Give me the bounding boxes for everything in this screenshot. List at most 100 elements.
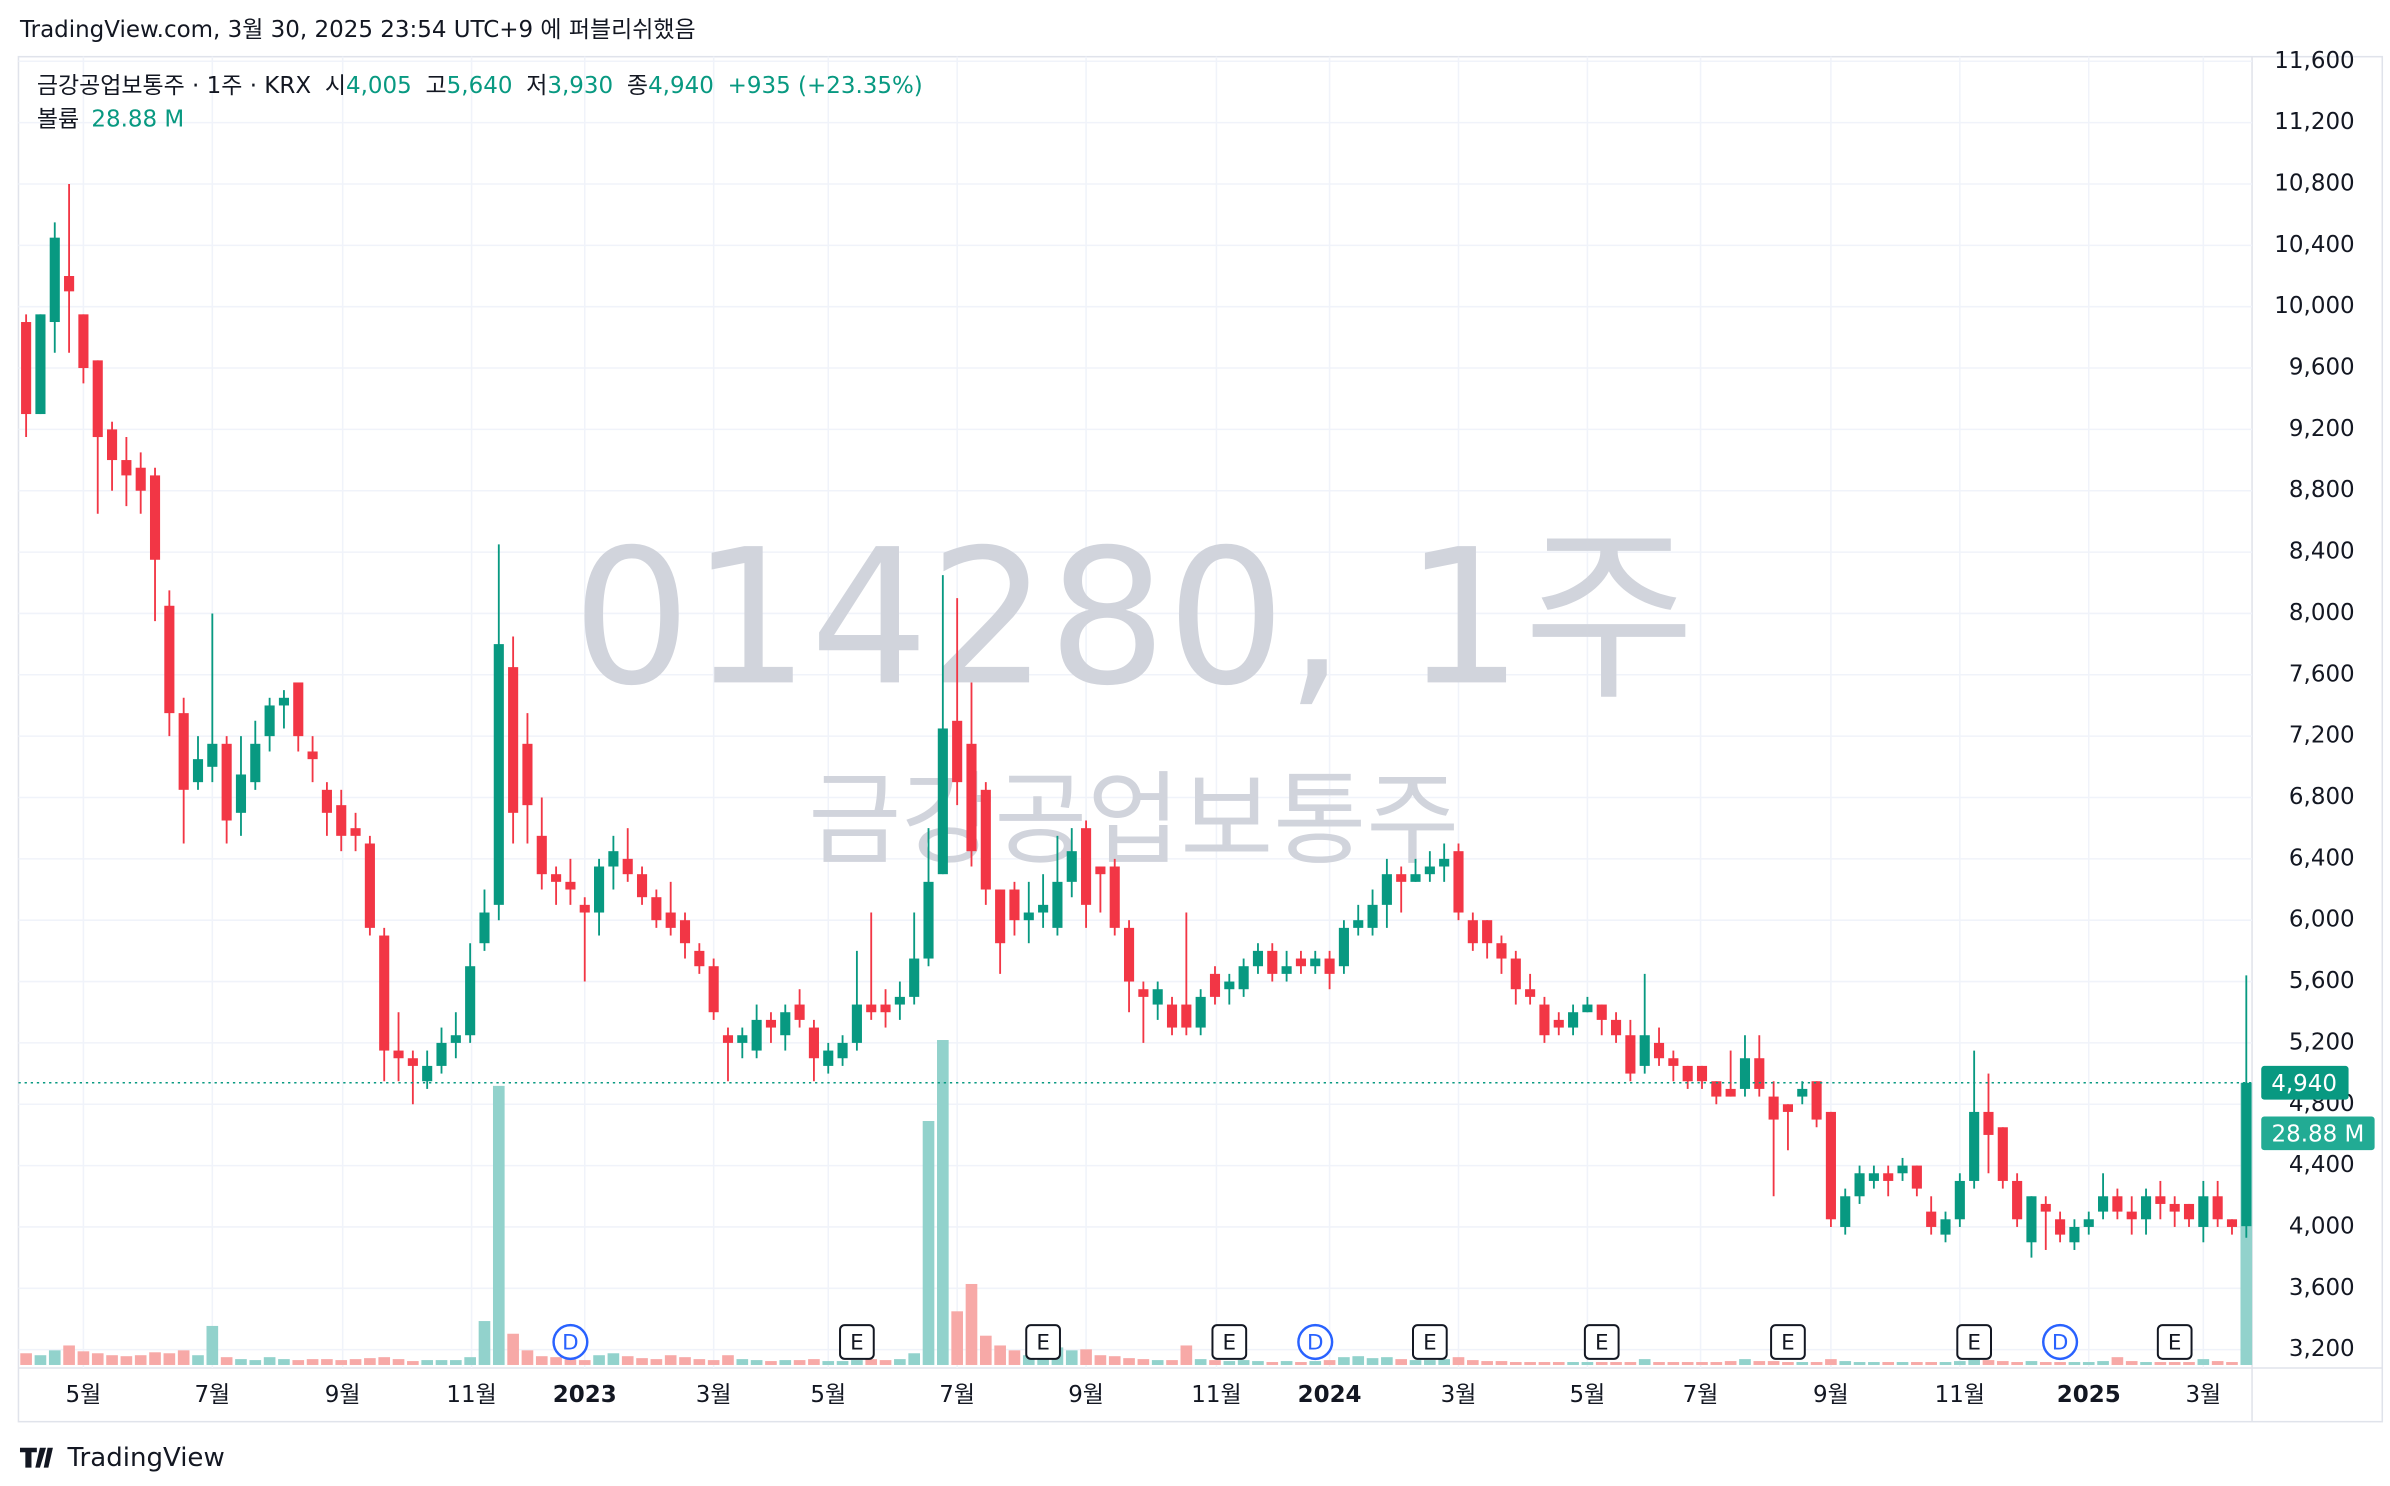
candle-body: [493, 644, 504, 905]
candle-body: [636, 874, 648, 898]
candle-body: [1940, 1219, 1951, 1235]
candle-body: [336, 805, 347, 836]
volume-bar: [1538, 1362, 1551, 1365]
volume-bar: [1194, 1359, 1207, 1365]
candle-body: [2198, 1196, 2209, 1227]
candle-body: [1653, 1042, 1665, 1059]
x-tick-label: 3월: [2185, 1382, 2221, 1408]
volume-bar: [1868, 1362, 1880, 1365]
candle-body: [2241, 1082, 2252, 1227]
candle-body: [2126, 1211, 2137, 1220]
volume-bar: [91, 1353, 104, 1365]
candle-body: [866, 1004, 877, 1013]
candle-body: [1797, 1088, 1808, 1097]
volume-bar: [206, 1325, 219, 1365]
candle-body: [1209, 973, 1221, 997]
x-tick-label: 7월: [1683, 1382, 1719, 1408]
y-tick-label: 9,200: [2289, 416, 2355, 442]
volume-bar: [894, 1359, 906, 1365]
volume-bar: [1810, 1362, 1823, 1365]
legend-volume: 볼륨 28.88 M: [37, 106, 184, 132]
candle-body: [1811, 1081, 1822, 1120]
candle-body: [2012, 1180, 2023, 1220]
volume-bar: [278, 1359, 290, 1365]
volume-bar: [750, 1360, 763, 1365]
candle-body: [694, 950, 705, 967]
y-tick-label: 3,600: [2289, 1275, 2355, 1301]
candle-body: [722, 1035, 734, 1043]
volume-bar: [77, 1351, 90, 1365]
volume-bar: [1653, 1362, 1665, 1365]
x-tick-label: 5월: [810, 1382, 846, 1408]
candle-body: [1338, 927, 1349, 967]
candle-body: [1997, 1127, 2008, 1181]
candle-body: [665, 912, 676, 928]
event-marker: [552, 1323, 589, 1361]
event-marker: [2156, 1324, 2193, 1360]
x-tick-label: 7월: [194, 1382, 230, 1408]
volume-bar: [908, 1353, 921, 1365]
candle-body: [2212, 1196, 2223, 1220]
last-price-label: 4,940: [2271, 1071, 2337, 1097]
y-tick-label: 11,200: [2274, 109, 2354, 135]
candle-body: [207, 743, 218, 767]
volume-bar: [435, 1360, 448, 1365]
volume-bar: [707, 1360, 720, 1365]
candle-body: [1969, 1111, 1980, 1181]
candle-body: [64, 276, 75, 292]
candle-body: [364, 843, 375, 928]
legend-item-value: 5,640: [447, 72, 513, 98]
candle-body: [1081, 828, 1092, 905]
volume-bar: [149, 1352, 161, 1365]
volume-bar: [192, 1355, 204, 1365]
volume-bar: [1610, 1362, 1622, 1365]
candle-body: [1754, 1058, 1765, 1089]
candle-body: [307, 751, 318, 760]
candle-body: [2055, 1219, 2066, 1235]
candle-body: [1238, 966, 1249, 990]
event-label: E: [1036, 1331, 1050, 1356]
volume-bar: [1524, 1362, 1536, 1365]
candle-body: [2226, 1219, 2238, 1227]
volume-bar: [650, 1359, 663, 1365]
candle-body: [1525, 989, 1536, 997]
y-tick-label: 6,800: [2289, 784, 2355, 810]
candle-body: [1367, 904, 1378, 928]
x-tick-label: 3월: [696, 1382, 732, 1408]
candle-body: [2183, 1203, 2195, 1220]
volume-bar: [1381, 1357, 1393, 1365]
candle-body: [1166, 1004, 1178, 1028]
volume-bar: [249, 1360, 262, 1365]
candle-body: [1424, 866, 1435, 875]
candle-body: [2169, 1203, 2180, 1212]
y-tick-label: 9,600: [2289, 355, 2355, 381]
candle-body: [1195, 996, 1206, 1028]
candle-body: [1453, 851, 1464, 913]
last-volume-label: 28.88 M: [2271, 1121, 2364, 1147]
volume-bar: [736, 1359, 749, 1365]
volume-bar: [836, 1361, 849, 1365]
x-tick-label: 9월: [1068, 1382, 1104, 1408]
volume-bar: [693, 1359, 706, 1365]
volume-bar: [521, 1350, 534, 1365]
volume-bar: [1323, 1360, 1336, 1365]
candle-body: [178, 713, 189, 790]
candle-body: [1825, 1111, 1836, 1220]
volume-bar: [321, 1359, 333, 1365]
volume-bar: [1409, 1360, 1422, 1365]
volume-bar: [865, 1359, 878, 1365]
volume-bar: [1954, 1361, 1966, 1365]
volume-bar: [621, 1356, 634, 1365]
volume-bar: [421, 1360, 434, 1365]
volume-bar: [2111, 1357, 2124, 1365]
event-marker: [1956, 1324, 1993, 1360]
candle-body: [1439, 858, 1450, 867]
volume-bar: [1022, 1355, 1035, 1365]
volume-bar: [1896, 1362, 1909, 1365]
candle-body: [508, 667, 519, 813]
event-marker: [1297, 1323, 1334, 1361]
volume-bar: [994, 1345, 1006, 1365]
volume-bar: [492, 1085, 505, 1365]
